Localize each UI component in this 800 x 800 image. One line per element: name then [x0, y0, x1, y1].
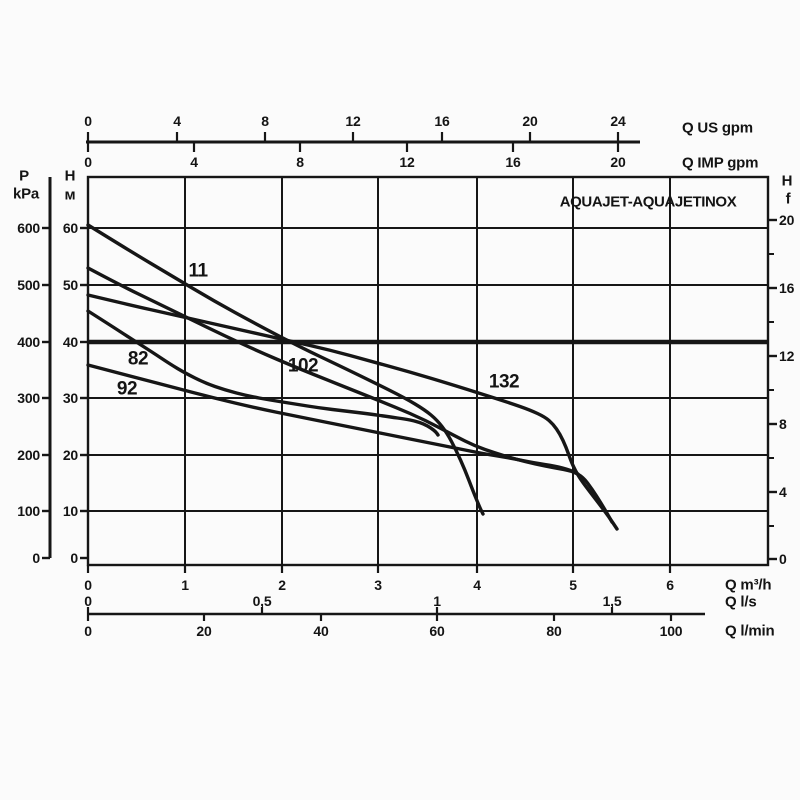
flow-axis-label-us-gpm: Q US gpm [682, 119, 753, 137]
tick-label-us-gpm: 8 [261, 113, 269, 129]
tick-label-us-gpm: 16 [434, 113, 450, 129]
tick-label-lmin: 100 [659, 623, 683, 639]
tick-label-m3h: 2 [278, 577, 286, 593]
tick-label-us-gpm: 20 [522, 113, 538, 129]
flow-axis-label-m3h: Q m³/h [725, 576, 772, 594]
flow-axis-label-imp-gpm: Q IMP gpm [682, 154, 759, 172]
tick-label-kpa: 300 [17, 390, 40, 406]
tick-label-lmin: 20 [196, 623, 212, 639]
tick-label-ls: 0 [84, 593, 92, 609]
tick-label-imp-gpm: 8 [296, 154, 304, 170]
tick-label-m3h: 6 [666, 577, 674, 593]
tick-label-ls: 1 [433, 593, 441, 609]
tick-label-head-f: 12 [779, 348, 795, 364]
tick-label-head-f: 8 [779, 416, 787, 432]
tick-label-ls: 0,5 [252, 593, 272, 609]
curve-label-102: 102 [287, 355, 319, 377]
tick-label-imp-gpm: 16 [505, 154, 521, 170]
head-axis-label-right: H [781, 172, 793, 190]
tick-label-head-f: 20 [779, 212, 795, 228]
pressure-axis-unit: kPa [12, 185, 40, 203]
pump-curve-102 [86, 266, 614, 524]
tick-label-ls: 1,5 [602, 593, 622, 609]
pump-curve-11 [86, 223, 485, 516]
plot-border [86, 175, 770, 567]
tick-label-head-m: 60 [62, 220, 78, 236]
tick-label-head-m: 10 [62, 503, 78, 519]
tick-label-head-f: 16 [779, 280, 795, 296]
tick-label-head-f: 0 [779, 551, 787, 567]
tick-label-head-m: 0 [70, 550, 78, 566]
curve-label-92: 92 [116, 378, 138, 400]
tick-label-kpa: 200 [17, 447, 40, 463]
flow-axis-label-lmin: Q l/min [725, 622, 775, 640]
pressure-axis-label: P [19, 167, 29, 185]
head-axis-unit-meters: м [64, 186, 76, 204]
tick-label-imp-gpm: 4 [190, 154, 198, 170]
tick-label-lmin: 0 [84, 623, 92, 639]
tick-label-imp-gpm: 12 [399, 154, 415, 170]
flow-axis-label-ls: Q l/s [725, 593, 757, 611]
tick-label-us-gpm: 0 [84, 113, 92, 129]
tick-label-m3h: 5 [569, 577, 577, 593]
tick-label-m3h: 0 [84, 577, 92, 593]
curve-label-82: 82 [127, 348, 149, 370]
tick-label-imp-gpm: 20 [610, 154, 626, 170]
tick-label-lmin: 60 [429, 623, 445, 639]
tick-label-kpa: 500 [17, 277, 40, 293]
curve-label-132: 132 [488, 371, 520, 393]
tick-label-us-gpm: 24 [610, 113, 626, 129]
tick-label-m3h: 1 [181, 577, 189, 593]
tick-label-m3h: 3 [374, 577, 382, 593]
chart-title: AQUAJET-AQUAJETINOX [559, 193, 737, 211]
tick-label-kpa: 100 [17, 503, 40, 519]
curve-label-11: 11 [188, 260, 208, 282]
pump-curve-92 [86, 363, 580, 476]
tick-label-lmin: 40 [313, 623, 329, 639]
head-axis-unit-feet: f [785, 190, 791, 208]
tick-label-head-f: 4 [779, 484, 787, 500]
pump-curve-82 [86, 309, 440, 437]
head-axis-label: H [64, 167, 76, 185]
tick-label-imp-gpm: 0 [84, 154, 92, 170]
tick-label-head-m: 50 [62, 277, 78, 293]
tick-label-kpa: 600 [17, 220, 40, 236]
tick-label-m3h: 4 [473, 577, 481, 593]
tick-label-kpa: 400 [17, 334, 40, 350]
tick-label-us-gpm: 4 [173, 113, 181, 129]
tick-label-kpa: 0 [32, 550, 40, 566]
pump-curve-132 [86, 293, 619, 531]
tick-label-head-m: 20 [62, 447, 78, 463]
tick-label-head-m: 30 [62, 390, 78, 406]
tick-label-lmin: 80 [546, 623, 562, 639]
tick-label-us-gpm: 12 [345, 113, 361, 129]
tick-label-head-m: 40 [62, 334, 78, 350]
